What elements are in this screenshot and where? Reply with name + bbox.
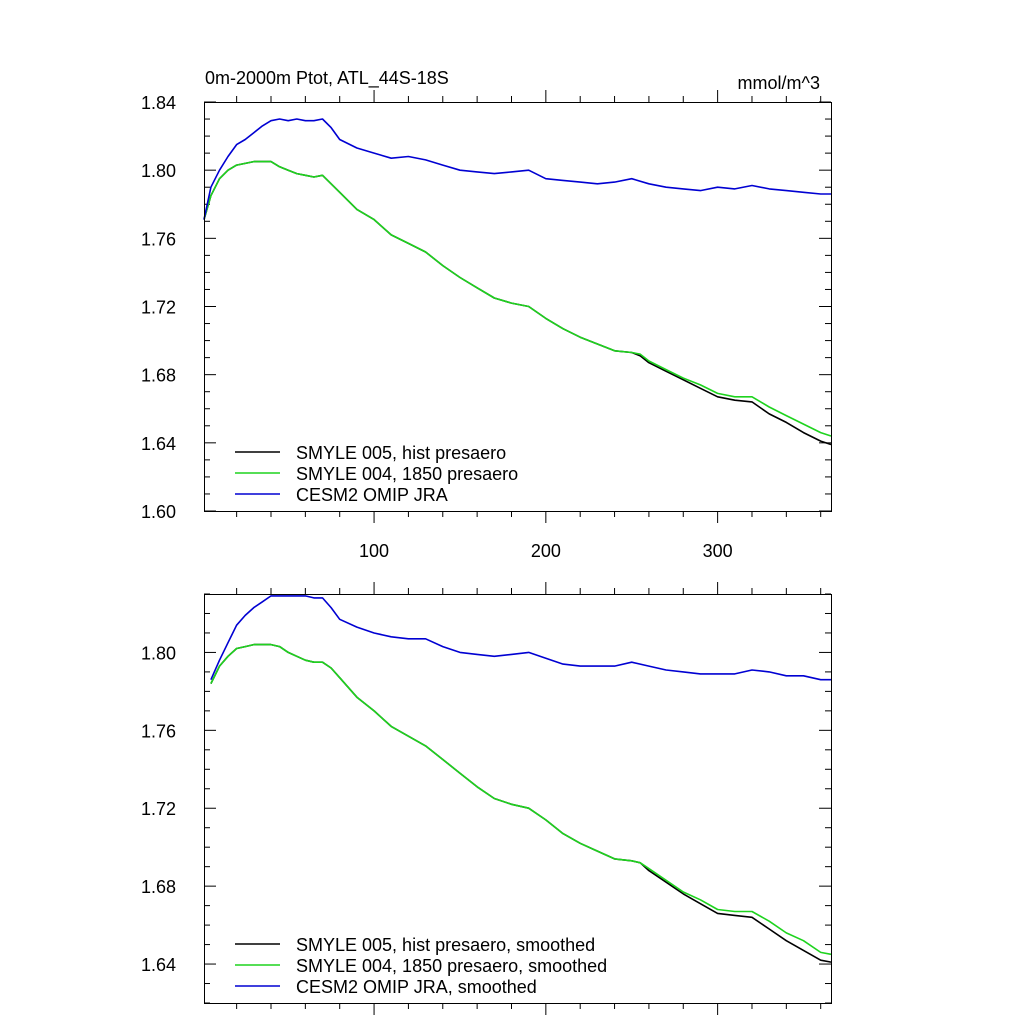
x-tick-label: 300	[703, 541, 733, 561]
bottom-panel-y-tick-labels: 1.64 1.68 1.72 1.76 1.80	[141, 643, 176, 975]
y-tick-label: 1.72	[141, 799, 176, 819]
top-panel-x-tick-labels: 100 200 300	[359, 541, 733, 561]
legend-label: CESM2 OMIP JRA	[296, 485, 448, 505]
y-tick-label: 1.80	[141, 643, 176, 663]
y-tick-label: 1.64	[141, 434, 176, 454]
top-panel-title: 0m-2000m Ptot, ATL_44S-18S	[205, 68, 449, 89]
top-panel-units: mmol/m^3	[738, 73, 820, 93]
y-tick-label: 1.60	[141, 502, 176, 522]
legend-label: SMYLE 004, 1850 presaero	[296, 464, 518, 484]
series-line-1	[210, 643, 832, 963]
y-tick-label: 1.68	[141, 877, 176, 897]
bottom-panel-series	[210, 595, 832, 963]
legend-label: CESM2 OMIP JRA, smoothed	[296, 977, 537, 997]
bottom-panel: 1.64 1.68 1.72 1.76 1.80 SMYLE 005, hist pre…	[141, 582, 832, 1015]
y-tick-label: 1.72	[141, 298, 176, 318]
legend-label: SMYLE 005, hist presaero	[296, 443, 506, 463]
y-tick-label: 1.76	[141, 721, 176, 741]
bottom-panel-frame	[204, 594, 832, 1004]
legend-label: SMYLE 005, hist presaero, smoothed	[296, 935, 595, 955]
series-line-3	[210, 595, 831, 681]
series-line-3	[203, 118, 831, 220]
y-tick-label: 1.76	[141, 229, 176, 249]
series-line-1	[203, 160, 832, 446]
top-panel-y-tick-labels: 1.60 1.64 1.68 1.72 1.76 1.80 1.84	[141, 93, 176, 522]
top-panel: 0m-2000m Ptot, ATL_44S-18S mmol/m^3 1.60…	[141, 68, 832, 561]
top-panel-frame	[204, 102, 832, 512]
y-tick-label: 1.80	[141, 161, 176, 181]
series-line-2	[210, 643, 832, 956]
bottom-panel-legend: SMYLE 005, hist presaero, smoothedSMYLE …	[235, 935, 607, 997]
y-tick-label: 1.84	[141, 93, 176, 113]
top-panel-series	[203, 118, 832, 446]
y-tick-label: 1.64	[141, 955, 176, 975]
x-tick-label: 200	[531, 541, 561, 561]
y-tick-label: 1.68	[141, 366, 176, 386]
series-line-2	[203, 160, 832, 437]
legend-label: SMYLE 004, 1850 presaero, smoothed	[296, 956, 607, 976]
x-tick-label: 100	[359, 541, 389, 561]
